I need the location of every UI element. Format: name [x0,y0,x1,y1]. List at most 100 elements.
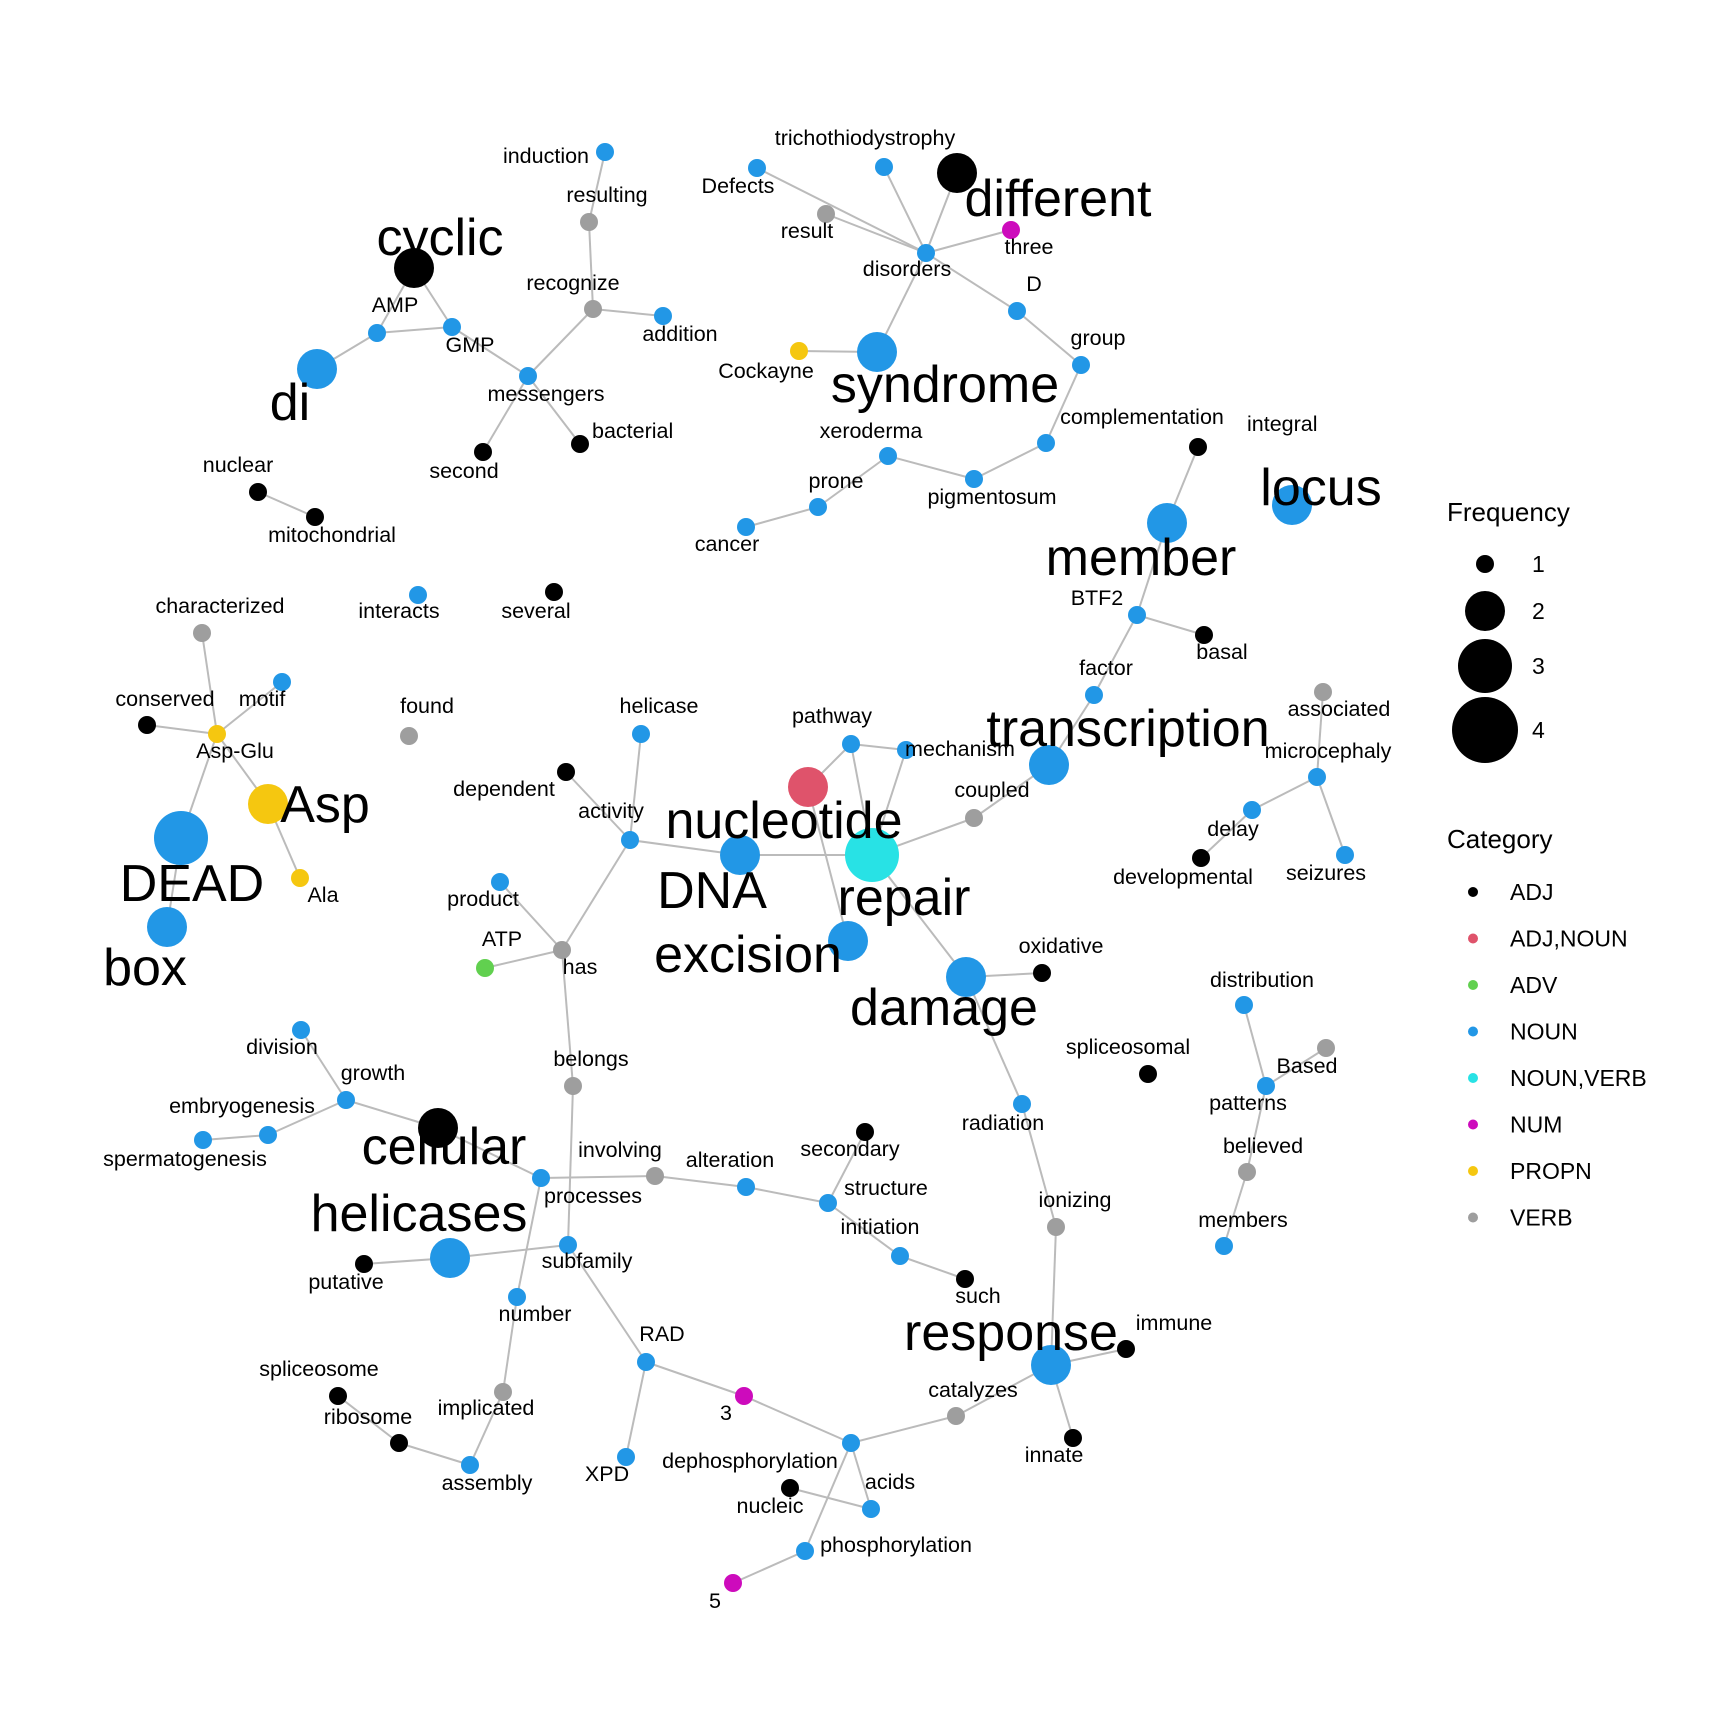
node-label-mitochondrial: mitochondrial [268,523,396,547]
node-oxidative [1033,964,1051,982]
node-label-dna: DNA [657,862,767,920]
edge-btf2-basal [1136,614,1205,636]
legend-frequency-label-2: 2 [1532,598,1545,624]
node-response [1031,1345,1071,1385]
node-label-growth: growth [341,1061,406,1085]
node-rad [637,1353,655,1371]
legend-category-label-num: NUM [1510,1112,1562,1138]
node-damage [946,957,986,997]
node-catalyzes [947,1407,965,1425]
edge-division-growth [300,1029,347,1101]
legend-frequency-swatch-2 [1465,591,1505,631]
node-believed [1238,1163,1256,1181]
node-label-complementation: complementation [1060,405,1224,429]
node-characterized [193,624,211,642]
legend-category-swatch-noun-verb [1468,1073,1478,1083]
node-label-dephosphorylation: dephosphorylation [662,1449,838,1473]
node-label-dependent: dependent [453,777,555,801]
legend-category-swatch-adj [1468,887,1478,897]
node-xeroderma [879,447,897,465]
node-second [474,443,492,461]
legend-frequency-swatch-1 [1476,555,1494,573]
edge-disorders-d [925,252,1018,312]
node-label-box: box [103,939,187,997]
node-label-embryogenesis: embryogenesis [169,1094,315,1118]
legend-category-label-noun-verb: NOUN,VERB [1510,1065,1647,1091]
node-d [1008,302,1026,320]
node-secondary [856,1123,874,1141]
node-atp [476,959,494,977]
legend-category-label-noun: NOUN [1510,1019,1578,1045]
node-helicases [430,1238,470,1278]
node-label-transcription: transcription [986,700,1269,758]
node-label-3: 3 [720,1401,732,1425]
node-factor [1085,686,1103,704]
legend-category-label-verb: VERB [1510,1205,1573,1231]
node-label-catalyzes: catalyzes [928,1378,1018,1402]
edge-belongs-subfamily [567,1085,574,1246]
node-label-di: di [270,374,310,432]
node-number [508,1288,526,1306]
node-label-subfamily: subfamily [542,1249,633,1273]
node-label-has: has [563,955,598,979]
node-dependent [557,763,575,781]
node-3 [735,1387,753,1405]
node-label-assembly: assembly [442,1471,533,1495]
node-label-factor: factor [1079,656,1133,680]
node-cockayne [790,342,808,360]
legend-category-items: ADJ ADJ,NOUN ADV NOUN NOUN,VERB NUM PROPN VERB [1468,879,1647,1231]
edge-associated-microcephaly [1316,691,1324,778]
node-label-pathway: pathway [792,704,872,728]
node-cellular [418,1108,458,1148]
node-defects [748,159,766,177]
node-label-microcephaly: microcephaly [1265,739,1392,763]
node-label-5: 5 [709,1589,721,1613]
node-label-innate: innate [1025,1443,1084,1467]
node-acids [862,1500,880,1518]
edge-microcephaly-seizures [1316,776,1346,856]
edge-growth-embryogenesis [267,1099,347,1136]
node-several [545,583,563,601]
legend-category-label-propn: PROPN [1510,1158,1592,1184]
edge-dephosphorylation-phosphorylation [804,1442,852,1552]
node-label-putative: putative [308,1270,383,1294]
edge-recognize-messengers [527,308,594,377]
edge-conserved-asp-glu [146,724,218,735]
node-label-spliceosomal: spliceosomal [1066,1035,1190,1059]
node-label-several: several [501,599,570,623]
edge-xeroderma-prone [817,455,889,508]
legend-frequency-label-4: 4 [1532,717,1545,743]
node-label-atp: ATP [482,927,522,951]
node-belongs [564,1077,582,1095]
edge-structure-initiation [827,1202,901,1257]
node-label-activity: activity [578,799,644,823]
node-label-mechanism: mechanism [905,737,1015,761]
node-phosphorylation [796,1542,814,1560]
node-dna [720,835,760,875]
node-label-members: members [1198,1208,1288,1232]
edge-pigmentosum-xeroderma [887,455,975,480]
node-complementation [1037,434,1055,452]
edge-atp-has [484,949,563,969]
edge-messengers-second [482,375,529,453]
node-nuclear [249,483,267,501]
node-label-interacts: interacts [358,599,439,623]
node-label-basal: basal [1196,640,1247,664]
node-conserved [138,716,156,734]
node-label-spliceosome: spliceosome [259,1357,379,1381]
edge-defects-disorders [756,167,927,254]
edge-catalyzes-dephosphorylation [850,1415,957,1444]
edge-dephosphorylation-acids [850,1442,872,1510]
node-label-syndrome: syndrome [831,356,1059,414]
node-implicated [494,1383,512,1401]
node-basal [1195,626,1213,644]
node-locus [1272,485,1312,525]
node-members [1215,1237,1233,1255]
legend-category-swatch-adv [1468,980,1478,990]
legend-category-swatch-propn [1468,1166,1478,1176]
edges-layer [146,151,1346,1584]
node-label-member: member [1046,529,1237,587]
legend-category-label-adv: ADV [1510,972,1558,998]
node-label-xpd: XPD [585,1462,629,1486]
node-patterns [1257,1077,1275,1095]
